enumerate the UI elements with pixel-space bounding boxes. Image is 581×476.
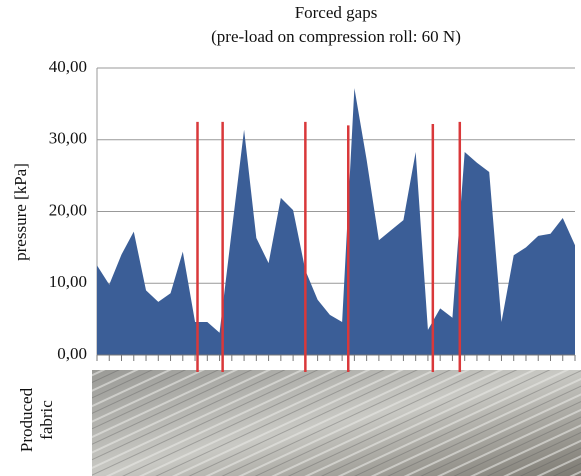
y-tick-label: 20,00 [49,200,87,219]
y-tick-label: 0,00 [57,344,87,363]
fabric-photo [92,370,581,476]
y-tick-label: 30,00 [49,129,87,148]
y-tick-label: 40,00 [49,57,87,76]
photo-caption: Produced [17,387,36,452]
photo-caption: fabric [37,400,56,440]
chart-title: Forced gaps [295,3,378,22]
y-tick-label: 10,00 [49,272,87,291]
chart-subtitle: (pre-load on compression roll: 60 N) [211,27,461,46]
area [97,88,575,355]
y-axis-label: pressure [kPa] [11,163,30,261]
